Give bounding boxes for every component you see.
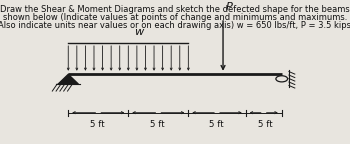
Text: 5 ft: 5 ft (150, 120, 165, 129)
Polygon shape (58, 74, 78, 84)
Text: 5 ft: 5 ft (90, 120, 105, 129)
Text: 5 ft: 5 ft (258, 120, 273, 129)
Text: shown below (Indicate values at points of change and minimums and maximums.: shown below (Indicate values at points o… (3, 13, 347, 22)
Text: P: P (226, 2, 233, 12)
Text: Also indicate units near values or on each drawing axis) w = 650 lbs/ft, P = 3.5: Also indicate units near values or on ea… (0, 21, 350, 30)
Text: w: w (134, 28, 144, 37)
Text: 5 ft: 5 ft (209, 120, 224, 129)
Text: Draw the Shear & Moment Diagrams and sketch the defected shape for the beams: Draw the Shear & Moment Diagrams and ske… (0, 5, 350, 14)
